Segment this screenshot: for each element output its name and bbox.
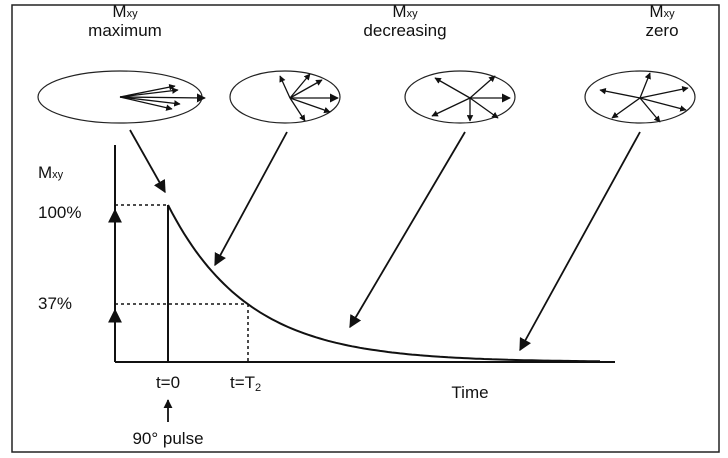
stage-symbol: Mxy: [649, 2, 675, 21]
pointer-arrow: [519, 131, 641, 352]
pointer-arrow: [214, 131, 288, 267]
spins-zero: [584, 70, 696, 124]
level-label: 37%: [38, 294, 72, 313]
pulse-label: 90° pulse: [132, 429, 203, 448]
frame: [11, 4, 720, 453]
stage-label: zero: [645, 21, 678, 40]
stage-symbol: Mxy: [392, 2, 418, 21]
stage-label: maximum: [88, 21, 162, 40]
stage-symbol: Mxy: [112, 2, 138, 21]
axis-symbol: Mxy: [38, 163, 64, 182]
time-label: t=0: [156, 373, 180, 392]
time-label: t=T2: [230, 373, 261, 394]
spins-decreasing-2: [404, 70, 516, 124]
level-label: 100%: [38, 203, 81, 222]
pointer-arrow: [129, 129, 166, 194]
decay-curve: [167, 204, 600, 363]
pointer-arrow: [349, 131, 466, 329]
spins-maximum: [37, 70, 206, 124]
stage-label: decreasing: [363, 21, 446, 40]
x-axis-label: Time: [451, 383, 488, 402]
spins-decreasing-1: [229, 70, 341, 124]
